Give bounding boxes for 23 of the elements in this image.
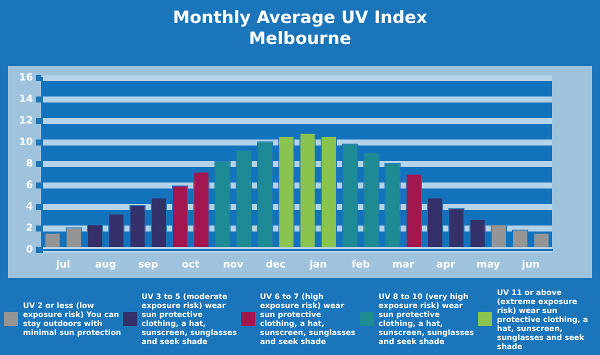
- y-tick-label: 8: [26, 158, 33, 170]
- x-tick-label: sep: [138, 260, 158, 271]
- y-tick-label: 14: [18, 94, 33, 106]
- y-tick-label: 2: [26, 223, 33, 234]
- x-tick-label: dec: [266, 260, 286, 271]
- x-tick-label: jan: [308, 260, 327, 271]
- x-tick-label: mar: [392, 260, 414, 271]
- y-tick-label: 0: [26, 244, 33, 256]
- x-tick-label: jun: [520, 260, 540, 271]
- x-tick-label: apr: [436, 260, 456, 271]
- y-tick-label: 10: [18, 137, 33, 148]
- y-tick-label: 12: [18, 116, 33, 127]
- y-tick-label: 4: [26, 202, 33, 213]
- x-tick-label: oct: [182, 260, 200, 271]
- x-tick-label: may: [476, 260, 500, 271]
- x-tick-label: aug: [95, 260, 116, 271]
- y-tick-label: 16: [18, 72, 33, 84]
- x-tick-label: nov: [222, 260, 244, 271]
- x-tick-label: feb: [352, 260, 370, 271]
- y-tick-label: 6: [26, 180, 33, 192]
- chart-title: Monthly Average UV Index: [172, 8, 428, 29]
- x-tick-label: jul: [55, 260, 70, 271]
- chart-subtitle: Melbourne: [248, 29, 352, 50]
